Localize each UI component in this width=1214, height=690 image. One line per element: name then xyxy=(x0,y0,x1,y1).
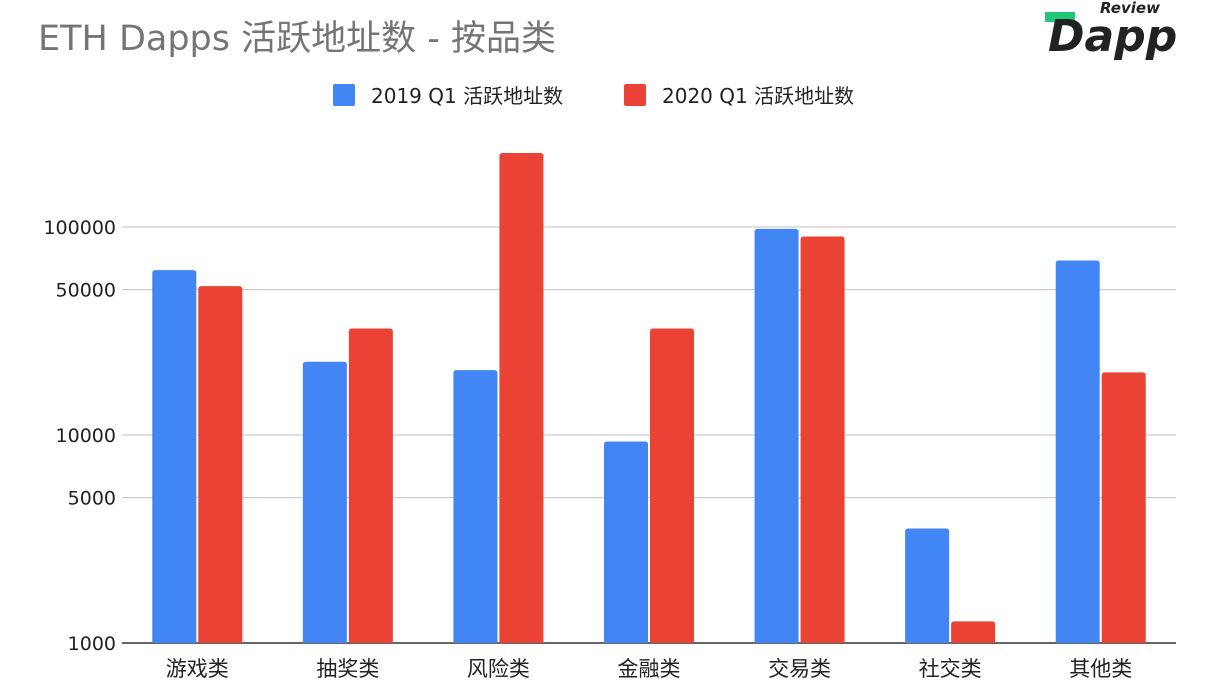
legend-swatch-2019 xyxy=(333,84,355,106)
dapp-review-logo: Review Dapp xyxy=(1045,0,1177,62)
bar-2019-q1 xyxy=(604,441,648,643)
x-tick-label: 风险类 xyxy=(467,657,530,681)
x-tick-label: 其他类 xyxy=(1069,657,1132,681)
logo-word-top: Review xyxy=(1100,0,1160,17)
y-tick-label: 1000 xyxy=(68,633,116,655)
y-tick-label: 50000 xyxy=(56,280,116,302)
bar-2019-q1 xyxy=(1055,260,1100,643)
chart-title: ETH Dapps 活跃地址数 - 按品类 xyxy=(38,19,557,59)
y-tick-label: 5000 xyxy=(68,488,116,510)
legend-label-2020: 2020 Q1 活跃地址数 xyxy=(662,84,854,108)
bar-2020-q1 xyxy=(499,152,544,643)
bar-2019-q1 xyxy=(453,370,498,643)
bar-2019-q1 xyxy=(152,270,197,643)
legend-swatch-2020 xyxy=(624,84,646,106)
x-tick-label: 金融类 xyxy=(618,657,681,681)
bar-2020-q1 xyxy=(951,621,996,643)
logo-accent-bar xyxy=(1045,12,1075,22)
x-tick-label: 社交类 xyxy=(919,657,982,681)
bar-2020-q1 xyxy=(348,328,393,643)
x-tick-label: 游戏类 xyxy=(166,657,229,681)
legend-label-2019: 2019 Q1 活跃地址数 xyxy=(371,84,563,108)
bar-2019-q1 xyxy=(302,361,347,643)
bar-2020-q1 xyxy=(800,236,845,643)
y-tick-label: 100000 xyxy=(43,217,116,239)
bar-2019-q1 xyxy=(754,228,799,643)
x-tick-label: 交易类 xyxy=(768,657,831,681)
x-tick-label: 抽奖类 xyxy=(316,657,379,681)
bar-2020-q1 xyxy=(198,286,243,643)
bar-2020-q1 xyxy=(650,328,694,643)
y-tick-label: 10000 xyxy=(56,425,116,447)
logo-word-main: Dapp xyxy=(1048,11,1177,62)
bar-2020-q1 xyxy=(1101,372,1146,643)
bar-2019-q1 xyxy=(905,528,950,643)
